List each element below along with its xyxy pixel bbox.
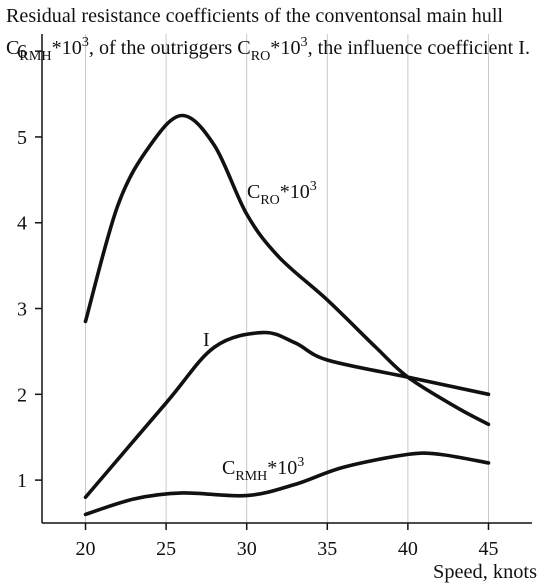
curve	[83, 451, 491, 517]
y-tick-label: 4	[17, 213, 27, 235]
chart-title: Residual resistance coefficients of the …	[6, 5, 503, 27]
curve-label: CRO*103	[247, 179, 317, 208]
text-segment: RMH	[235, 469, 267, 484]
text-segment: C	[6, 37, 19, 59]
text-segment: *10	[267, 457, 297, 479]
text-segment: *10	[52, 37, 82, 59]
y-tick-label: 6	[17, 41, 27, 63]
x-tick-label: 40	[398, 538, 418, 560]
y-tick-label: 2	[17, 384, 27, 406]
text-segment: C	[247, 181, 260, 203]
text-segment: , the influence coefficient I.	[308, 37, 530, 59]
text-segment: Residual resistance coefficients of the …	[6, 5, 503, 27]
text-segment: RMH	[19, 49, 51, 64]
text-segment: 3	[82, 35, 89, 50]
x-tick-label: 45	[478, 538, 498, 560]
text-segment: *10	[270, 37, 300, 59]
text-segment: RO	[251, 49, 271, 64]
x-tick-label: 35	[317, 538, 337, 560]
text-segment: , of the outriggers C	[89, 37, 251, 59]
curve	[83, 113, 491, 427]
text-segment: *10	[280, 181, 310, 203]
text-segment: RO	[260, 193, 279, 208]
x-tick-label: 20	[76, 538, 96, 560]
y-tick-label: 5	[17, 127, 27, 149]
curve-label: I	[203, 329, 210, 351]
x-axis-label: Speed, knots	[433, 561, 537, 583]
text-segment: I	[203, 329, 210, 351]
text-segment: 3	[301, 35, 308, 50]
y-tick-label: 3	[17, 299, 27, 321]
curve	[83, 330, 491, 500]
curve-label: CRMH*103	[222, 455, 304, 484]
x-tick-label: 25	[156, 538, 176, 560]
x-tick-label: 30	[237, 538, 257, 560]
chart-title: CRMH*103, of the outriggers CRO*103, the…	[6, 35, 530, 64]
text-segment: 3	[310, 179, 317, 194]
text-segment: C	[222, 457, 235, 479]
y-tick-label: 1	[17, 470, 27, 492]
text-segment: 3	[297, 455, 304, 470]
